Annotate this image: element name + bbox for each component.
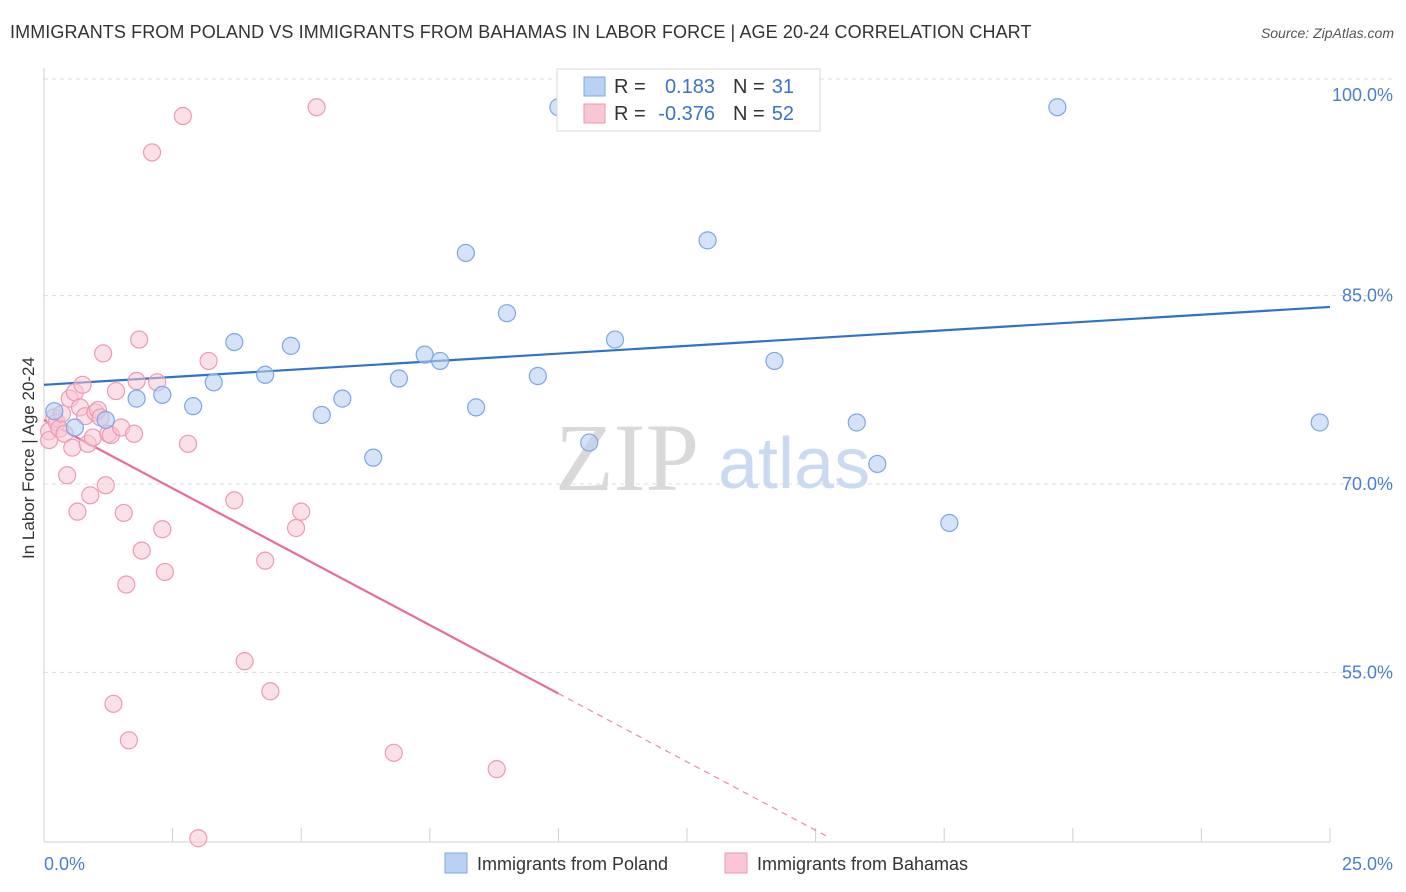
poland-point <box>466 398 486 417</box>
grid-layer <box>44 78 1395 673</box>
bahamas-point <box>142 143 162 162</box>
legend-poland-swatch <box>444 852 468 874</box>
bahamas-point <box>114 503 133 523</box>
y-tick-label: 55.0% <box>1342 662 1393 682</box>
poland-point <box>281 336 301 355</box>
bahamas-point <box>256 551 275 570</box>
poland-point <box>528 366 547 386</box>
watermark-zip: ZIP <box>555 404 699 511</box>
poland-point <box>940 513 959 533</box>
watermark: ZIP atlas <box>555 404 870 511</box>
poland-r-label: R = <box>614 76 646 98</box>
source-credit: Source: ZipAtlas.com <box>1260 25 1394 41</box>
bahamas-point <box>58 466 77 485</box>
poland-point <box>430 351 450 371</box>
bahamas-point <box>178 434 198 453</box>
bahamas-point <box>199 351 218 371</box>
poland-point <box>1310 413 1329 432</box>
legend: Immigrants from Poland Immigrants from B… <box>444 852 968 874</box>
bahamas-point <box>81 486 100 505</box>
bahamas-point <box>124 424 144 443</box>
bahamas-point <box>155 562 174 582</box>
bahamas-point <box>307 98 326 117</box>
bahamas-point <box>261 682 280 701</box>
bahamas-point <box>235 652 254 671</box>
poland-point <box>1048 98 1067 117</box>
poland-n-label: N = <box>733 76 765 98</box>
ticks-layer: 55.0% 70.0% 85.0% 100.0% 0.0% 25.0% <box>44 85 1393 874</box>
bahamas-swatch <box>583 103 606 124</box>
poland-point <box>256 365 275 384</box>
bahamas-point <box>73 375 92 394</box>
poland-point <box>580 433 599 452</box>
bahamas-n-value: 52 <box>772 103 794 125</box>
poland-point <box>127 389 146 408</box>
poland-point <box>225 332 244 352</box>
bahamas-point <box>104 694 123 713</box>
bahamas-trendline <box>43 418 559 695</box>
bahamas-point <box>384 743 403 762</box>
bahamas-point <box>68 502 87 521</box>
bahamas-point <box>189 829 208 848</box>
trend-layer <box>43 305 1331 837</box>
poland-point <box>847 413 866 432</box>
poland-point <box>333 389 352 408</box>
bahamas-point <box>96 476 115 495</box>
bahamas-point <box>63 438 82 457</box>
bahamas-point <box>487 760 506 779</box>
poland-point <box>497 304 517 323</box>
poland-point <box>389 369 409 388</box>
bahamas-point <box>132 541 151 560</box>
x-tick-label: 0.0% <box>44 854 85 874</box>
y-tick-label: 70.0% <box>1342 474 1393 494</box>
legend-bahamas-swatch <box>724 852 748 874</box>
poland-n-value: 31 <box>772 76 794 98</box>
bahamas-point <box>94 344 113 363</box>
bahamas-point <box>173 106 192 126</box>
bahamas-point <box>40 430 59 450</box>
poland-point <box>765 351 784 371</box>
bahamas-point <box>119 731 138 750</box>
x-tick-label: 25.0% <box>1342 854 1393 874</box>
bahamas-point <box>286 518 306 538</box>
axes-layer <box>43 68 1331 843</box>
bahamas-r-value: -0.376 <box>658 103 715 125</box>
bahamas-point <box>153 520 172 539</box>
poland-point <box>96 410 115 430</box>
bahamas-point <box>106 381 126 401</box>
legend-bahamas-label: Immigrants from Bahamas <box>757 854 968 874</box>
poland-point <box>45 402 64 421</box>
bahamas-point <box>83 428 102 447</box>
poland-point <box>456 243 475 263</box>
stats-box: R = 0.183 N = 31 R = -0.376 N = 52 <box>556 68 821 132</box>
poland-point <box>698 231 717 250</box>
y-tick-label: 100.0% <box>1332 85 1393 105</box>
bahamas-point <box>130 330 149 349</box>
points-layer <box>40 98 1329 848</box>
legend-poland-label: Immigrants from Poland <box>477 854 668 874</box>
poland-point <box>605 330 625 349</box>
poland-point <box>184 397 203 416</box>
bahamas-point <box>127 371 146 391</box>
poland-point <box>312 405 331 425</box>
bahamas-point <box>117 575 136 594</box>
bahamas-r-label: R = <box>614 103 646 125</box>
bahamas-point <box>225 491 244 510</box>
bahamas-point <box>292 502 311 521</box>
poland-swatch <box>583 76 606 97</box>
bahamas-trendline-extension <box>558 692 827 837</box>
poland-point <box>868 454 887 474</box>
poland-point <box>65 418 84 437</box>
poland-point <box>204 373 223 392</box>
poland-point <box>415 345 434 364</box>
poland-point <box>364 448 383 467</box>
y-axis-label: In Labor Force | Age 20-24 <box>19 357 38 559</box>
watermark-atlas: atlas <box>718 424 870 504</box>
poland-r-value: 0.183 <box>665 76 715 98</box>
y-tick-label: 85.0% <box>1342 286 1393 306</box>
bahamas-n-label: N = <box>733 103 765 125</box>
poland-point <box>153 385 172 404</box>
chart-title: IMMIGRANTS FROM POLAND VS IMMIGRANTS FRO… <box>10 22 1032 42</box>
